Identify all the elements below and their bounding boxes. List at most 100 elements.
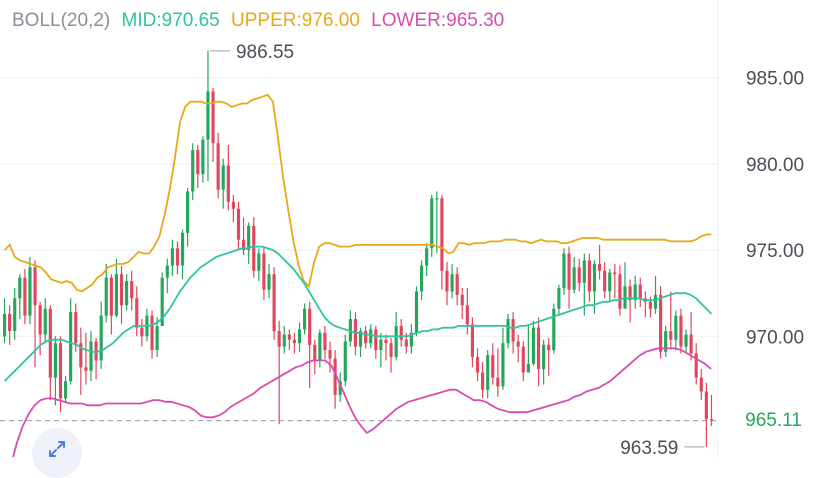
candle-up <box>592 263 597 292</box>
candle-down <box>597 263 602 271</box>
candle-down <box>48 308 52 378</box>
candle-down <box>465 305 469 325</box>
candle-up <box>608 272 612 292</box>
candle-up <box>165 265 169 278</box>
candle-down <box>119 274 124 306</box>
candle-down <box>23 277 27 316</box>
candle-down <box>109 277 113 316</box>
candle-down <box>364 331 368 344</box>
candle-up <box>414 291 419 333</box>
candle-up <box>379 339 383 351</box>
candle-down <box>226 165 230 202</box>
price-axis: 985.00 980.00 975.00 970.00 <box>746 69 804 349</box>
candle-up <box>303 308 307 330</box>
candle-up <box>486 355 490 390</box>
candle-down <box>603 270 607 292</box>
candle-up <box>343 341 347 382</box>
candle-up <box>191 150 195 192</box>
candle-down <box>618 274 622 309</box>
high-low-annotations: 986.55 963.59 <box>209 42 705 457</box>
y-tick-label: 975.00 <box>746 241 804 262</box>
candle-up <box>572 267 576 290</box>
candle-up <box>43 308 47 335</box>
candle-down <box>84 367 88 371</box>
candle-up <box>557 287 561 309</box>
candle-up <box>180 232 185 266</box>
candle-down <box>679 315 683 347</box>
candle-down <box>130 281 134 299</box>
candle-up <box>674 315 678 340</box>
candle-down <box>150 315 154 351</box>
candle-down <box>470 324 475 357</box>
candlestick-chart[interactable]: 985.00 980.00 975.00 970.00 986.55 963.59 <box>0 0 829 457</box>
upper-band-line <box>3 93 712 293</box>
candle-down <box>277 331 281 347</box>
y-tick-label: 985.00 <box>746 69 804 90</box>
candle-up <box>267 274 271 290</box>
candle-up <box>221 165 225 190</box>
legend-mid-value: MID:970.65 <box>121 10 220 31</box>
candle-up <box>186 191 190 233</box>
candle-up <box>653 294 658 309</box>
candle-down <box>613 272 617 275</box>
legend-lower-value: LOWER:965.30 <box>371 10 505 31</box>
candle-up <box>201 139 205 175</box>
candle-up <box>160 277 164 326</box>
candle-down <box>384 339 388 344</box>
expand-icon <box>49 441 65 457</box>
candle-down <box>241 239 246 251</box>
candle-down <box>547 344 551 351</box>
candle-down <box>211 91 215 144</box>
candle-down <box>38 305 42 335</box>
candle-down <box>135 298 139 328</box>
candle-down <box>389 343 393 357</box>
candle-down <box>404 339 408 347</box>
high-price-label: 986.55 <box>236 42 294 63</box>
candle-up <box>206 91 210 140</box>
candle-up <box>435 198 439 200</box>
candle-down <box>536 327 541 370</box>
candle-up <box>282 334 286 347</box>
candle-down <box>689 334 693 354</box>
candle-down <box>455 274 459 295</box>
y-tick-label: 980.00 <box>746 155 804 176</box>
candle-down <box>333 358 337 395</box>
candles <box>2 50 714 447</box>
candle-down <box>196 150 200 175</box>
candle-up <box>425 248 429 266</box>
candle-down <box>328 350 332 359</box>
candle-up <box>358 331 363 347</box>
candle-down <box>140 327 144 337</box>
candle-down <box>252 225 256 271</box>
candle-up <box>409 332 413 347</box>
candle-down <box>231 201 235 209</box>
candle-up <box>170 248 174 266</box>
candle-up <box>53 343 57 378</box>
candle-up <box>506 319 510 344</box>
expand-chart-button[interactable] <box>32 428 82 478</box>
candle-up <box>69 312 73 382</box>
candle-down <box>516 341 520 347</box>
candle-up <box>247 225 251 251</box>
candle-up <box>450 274 454 292</box>
candle-up <box>419 265 424 292</box>
candle-up <box>582 260 586 283</box>
candle-down <box>175 248 180 266</box>
candle-up <box>526 363 530 373</box>
candle-down <box>74 312 78 344</box>
candle-down <box>709 419 714 421</box>
y-tick-label: 970.00 <box>746 327 804 348</box>
candle-up <box>562 253 566 288</box>
candle-down <box>262 253 266 290</box>
candle-down <box>440 198 444 271</box>
candle-up <box>99 315 103 361</box>
candle-down <box>694 353 698 378</box>
candle-up <box>28 267 32 316</box>
candle-down <box>669 331 673 340</box>
candle-down <box>496 377 500 387</box>
candle-up <box>104 277 108 316</box>
candle-up <box>542 344 546 370</box>
candle-down <box>216 143 220 190</box>
candle-up <box>18 277 22 299</box>
candle-down <box>521 346 525 373</box>
